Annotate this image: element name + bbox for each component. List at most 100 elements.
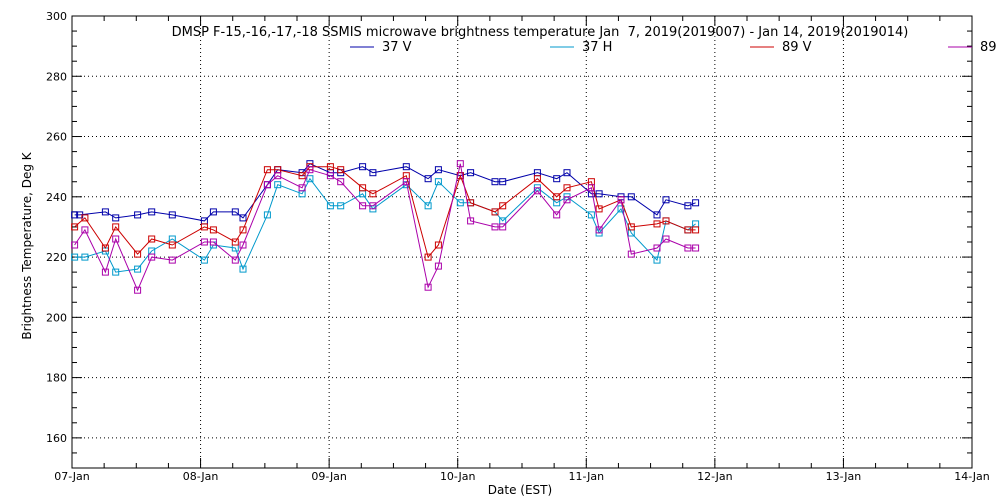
data-point-37-v: [148, 208, 156, 216]
data-point-89-h: [617, 196, 625, 204]
y-tick-label: 280: [46, 70, 67, 83]
y-tick-labels: 160 180 200 220 240 260 280 300: [46, 10, 67, 445]
data-point-37-v: [662, 196, 670, 204]
data-point-37-h: [587, 211, 595, 219]
series-layer: [71, 160, 700, 294]
x-tick-label: 13-Jan: [826, 470, 862, 483]
legend-label-89-v: 89 V: [782, 40, 812, 55]
data-point-37-v: [424, 175, 432, 183]
data-point-89-v: [168, 241, 176, 249]
data-point-89-v: [434, 241, 442, 249]
legend-label-89-h: 89 H: [980, 40, 1000, 55]
data-point-89-h: [653, 244, 661, 252]
data-point-37-h: [456, 199, 464, 207]
data-point-37-v: [491, 178, 499, 186]
data-point-89-v: [112, 223, 120, 231]
data-point-89-h: [274, 172, 282, 180]
data-point-89-v: [424, 253, 432, 261]
data-point-89-v: [359, 184, 367, 192]
data-point-37-v: [359, 163, 367, 171]
data-point-37-v: [653, 211, 661, 219]
x-tick-labels: 07-Jan 08-Jan 09-Jan 10-Jan 11-Jan 12-Jan 13-J…: [54, 470, 990, 483]
data-point-89-v: [595, 205, 603, 213]
data-point-89-h: [684, 244, 692, 252]
data-point-89-v: [263, 166, 271, 174]
data-point-89-h: [692, 244, 700, 252]
data-point-37-v: [101, 208, 109, 216]
data-point-89-h: [359, 202, 367, 210]
data-point-37-h: [200, 256, 208, 264]
data-point-89-h: [134, 286, 142, 294]
data-point-37-h: [81, 253, 89, 261]
data-point-89-h: [587, 184, 595, 192]
x-axis-label: Date (EST): [488, 483, 552, 497]
data-point-37-v: [239, 214, 247, 222]
data-point-37-h: [326, 202, 334, 210]
data-point-89-h: [369, 202, 377, 210]
data-point-37-h: [112, 268, 120, 276]
legend-item-89-v: 89 V: [750, 40, 812, 55]
x-tick-label: 14-Jan: [954, 470, 990, 483]
data-point-89-h: [595, 226, 603, 234]
data-point-89-h: [402, 178, 410, 186]
data-point-37-v: [553, 175, 561, 183]
chart-title: DMSP F-15,-16,-17,-18 SSMIS microwave br…: [172, 25, 909, 40]
series-line-37-v: [74, 163, 696, 222]
data-point-37-h: [653, 256, 661, 264]
data-point-89-h: [424, 283, 432, 291]
data-point-89-v: [326, 163, 334, 171]
y-tick-label: 240: [46, 191, 67, 204]
data-point-37-h: [134, 265, 142, 273]
data-point-89-h: [209, 238, 217, 246]
x-tick-label: 11-Jan: [569, 470, 605, 483]
data-point-37-v: [692, 199, 700, 207]
data-point-89-v: [239, 226, 247, 234]
series-89-v: [71, 163, 700, 261]
data-point-89-v: [684, 226, 692, 234]
y-axis-label: Brightness Temperature, Deg K: [20, 151, 34, 339]
legend-label-37-v: 37 V: [382, 40, 412, 55]
y-tick-label: 200: [46, 311, 67, 324]
data-point-89-v: [81, 214, 89, 222]
data-point-89-h: [306, 166, 314, 174]
data-point-37-v: [434, 166, 442, 174]
data-point-89-h: [168, 256, 176, 264]
data-point-89-h: [298, 184, 306, 192]
data-point-37-h: [434, 178, 442, 186]
data-point-37-v: [231, 208, 239, 216]
data-point-89-v: [627, 223, 635, 231]
data-point-37-v: [499, 178, 507, 186]
x-tick-label: 08-Jan: [183, 470, 219, 483]
data-point-37-v: [563, 169, 571, 177]
legend: 37 V 37 H 89 V 89 H: [350, 40, 1000, 55]
series-89-h: [71, 160, 700, 294]
data-point-89-h: [662, 235, 670, 243]
y-tick-label: 160: [46, 432, 67, 445]
y-tick-label: 300: [46, 10, 67, 23]
data-point-37-v: [627, 193, 635, 201]
data-point-89-h: [200, 238, 208, 246]
data-point-89-h: [148, 253, 156, 261]
data-point-89-v: [692, 226, 700, 234]
data-point-37-h: [71, 253, 79, 261]
data-point-89-v: [71, 223, 79, 231]
data-point-89-v: [200, 223, 208, 231]
data-point-89-v: [134, 250, 142, 258]
data-point-37-v: [168, 211, 176, 219]
data-point-37-v: [369, 169, 377, 177]
data-point-89-h: [491, 223, 499, 231]
data-point-89-h: [499, 223, 507, 231]
legend-label-37-h: 37 H: [582, 40, 612, 55]
data-point-89-v: [101, 244, 109, 252]
data-point-89-h: [231, 256, 239, 264]
data-point-89-h: [553, 211, 561, 219]
data-point-89-v: [148, 235, 156, 243]
data-point-37-h: [274, 181, 282, 189]
data-point-89-h: [263, 181, 271, 189]
data-point-37-h: [424, 202, 432, 210]
data-point-89-v: [209, 226, 217, 234]
series-line-89-h: [74, 163, 696, 292]
